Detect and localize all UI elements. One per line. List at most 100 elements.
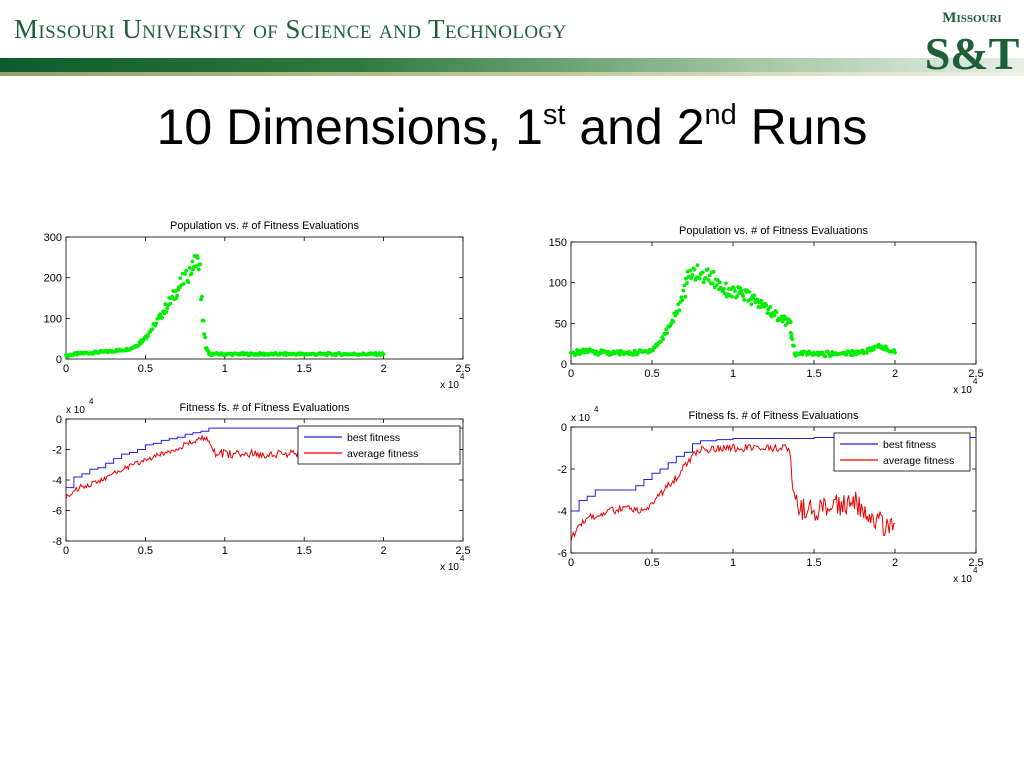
- chart-3-point: [697, 276, 702, 281]
- chart-4-y-exponent-label: x 10: [571, 413, 590, 424]
- chart-1-point: [202, 332, 207, 336]
- chart-3-point: [681, 288, 686, 293]
- chart-3-point: [758, 305, 763, 310]
- chart-2-legend-label: average fitness: [347, 448, 418, 460]
- chart-2-y-exponent-power: 4: [89, 397, 94, 406]
- chart-3-point: [730, 294, 734, 299]
- chart-1-point: [189, 271, 194, 276]
- chart-3-point: [790, 337, 795, 342]
- chart-1-ytick-label: 300: [44, 232, 62, 244]
- chart-1-point: [187, 266, 192, 270]
- chart-4-xtick-label: 0: [568, 557, 574, 569]
- title-end: Runs: [736, 99, 868, 155]
- chart-3-ytick-label: 150: [549, 237, 567, 249]
- chart-4-xtick-label: 1: [730, 557, 736, 569]
- chart-population-run1: Population vs. # of Fitness Evaluations 0…: [44, 220, 471, 391]
- chart-1-point: [170, 294, 175, 299]
- chart-2-xtick-label: 2: [381, 545, 387, 557]
- chart-3-point: [772, 313, 777, 318]
- chart-2-ytick-label: 0: [56, 414, 62, 426]
- chart-3-point: [748, 297, 753, 302]
- logo-text-top: Missouri: [942, 10, 1002, 26]
- chart-3-ytick-label: 0: [561, 359, 567, 371]
- chart-3-point: [701, 280, 706, 285]
- chart-3-xtick-label: 1: [730, 368, 736, 380]
- chart-1-point: [200, 294, 204, 299]
- chart-3-point: [755, 297, 760, 302]
- chart-3-point: [864, 350, 869, 355]
- chart-1-point: [184, 268, 189, 273]
- chart-2-x-exponent-power: 4: [460, 554, 465, 563]
- chart-3-point: [732, 286, 736, 291]
- chart-2-ytick-label: -2: [52, 445, 62, 457]
- chart-3-point: [751, 296, 756, 301]
- chart-3-point: [737, 291, 741, 296]
- chart-2-xtick-label: 1.5: [297, 545, 312, 557]
- chart-1-point: [158, 312, 163, 317]
- header: Missouri University of Science and Techn…: [0, 0, 1024, 88]
- chart-3-point: [680, 298, 685, 303]
- title-main: 10 Dimensions, 1: [156, 99, 543, 155]
- chart-1-plot-area: [65, 236, 464, 360]
- slide-title: 10 Dimensions, 1st and 2nd Runs: [0, 98, 1024, 156]
- chart-2-ytick-label: -8: [52, 536, 62, 548]
- university-logo: Missouri S&T: [920, 4, 1020, 84]
- chart-1-xtick-label: 0: [63, 363, 69, 375]
- chart-2-x-exponent-label: x 10: [440, 562, 459, 573]
- chart-3-point: [665, 331, 670, 336]
- chart-2-xtick-label: 0: [63, 545, 69, 557]
- chart-4-legend-label: best fitness: [883, 439, 936, 451]
- chart-4-xtick-label: 2: [892, 557, 898, 569]
- chart-1-point: [168, 301, 173, 306]
- chart-3-point: [788, 320, 793, 324]
- chart-1-point: [160, 315, 165, 320]
- chart-3-point: [721, 287, 726, 291]
- chart-2-legend: [297, 425, 461, 465]
- chart-3-title: Population vs. # of Fitness Evaluations: [679, 225, 868, 237]
- chart-3-point: [768, 305, 773, 309]
- chart-1-point: [163, 302, 168, 307]
- chart-3-point: [651, 348, 655, 353]
- chart-1-point: [154, 321, 159, 326]
- chart-3-point: [695, 263, 700, 268]
- university-name: Missouri University of Science and Techn…: [14, 14, 567, 44]
- chart-3-point: [717, 280, 722, 285]
- chart-1-xtick-label: 2.5: [455, 363, 470, 375]
- chart-2-title: Fitness fs. # of Fitness Evaluations: [180, 402, 350, 414]
- chart-3-point: [735, 294, 739, 299]
- chart-3-point: [742, 298, 747, 302]
- chart-4-series-average-fitness: [570, 443, 896, 543]
- chart-3-point: [710, 281, 715, 286]
- chart-3-point: [789, 332, 794, 337]
- chart-1-point: [156, 316, 161, 321]
- chart-3-point: [893, 350, 897, 355]
- chart-3-point: [749, 302, 754, 307]
- chart-3-xtick-label: 2: [892, 368, 898, 380]
- chart-4-xtick-label: 0.5: [644, 557, 659, 569]
- chart-4-y-exponent-power: 4: [594, 405, 599, 414]
- chart-3-point: [683, 294, 688, 299]
- chart-4-legend: [833, 432, 971, 472]
- chart-3-point: [714, 283, 719, 288]
- chart-3-point: [617, 352, 622, 357]
- chart-1-xtick-label: 2: [381, 363, 387, 375]
- chart-3-point: [844, 352, 849, 357]
- chart-1-point: [183, 271, 188, 276]
- chart-1-point: [381, 352, 386, 357]
- title-mid: and 2: [565, 99, 705, 155]
- chart-2-y-exponent-label: x 10: [66, 405, 85, 416]
- chart-3-point: [705, 267, 710, 272]
- chart-3-point: [781, 317, 786, 322]
- header-band-accent: [0, 72, 1024, 76]
- chart-1-xtick-label: 1: [222, 363, 228, 375]
- chart-3-point: [759, 298, 764, 303]
- chart-4-ytick-label: 0: [561, 422, 567, 434]
- chart-2-xtick-label: 2.5: [455, 545, 470, 557]
- chart-3-xtick-label: 2.5: [968, 368, 983, 380]
- chart-1-point: [150, 327, 155, 332]
- chart-2-xtick-label: 0.5: [138, 545, 153, 557]
- chart-1-point: [165, 306, 170, 311]
- chart-1-ytick-label: 100: [44, 313, 62, 325]
- chart-3-point: [664, 327, 669, 332]
- chart-3-ytick-label: 50: [555, 318, 567, 330]
